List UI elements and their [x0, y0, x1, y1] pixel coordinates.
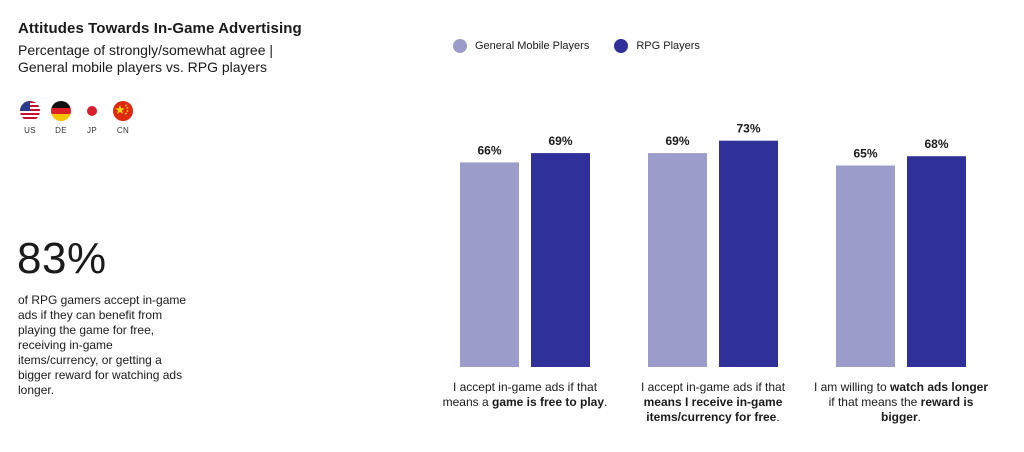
data-label-general-free-to-play: 66%: [477, 143, 501, 157]
data-label-rpg-free-to-play: 69%: [548, 134, 572, 148]
category-label-free-to-play: I accept in-game ads if that means a gam…: [435, 380, 615, 410]
jp-flag-icon: [82, 101, 102, 121]
bar-general-free-to-play: [460, 162, 519, 367]
legend-swatch-general: [453, 39, 467, 53]
chart-subtitle: Percentage of strongly/somewhat agree | …: [18, 42, 338, 76]
category-text: I accept in-game ads if that: [640, 380, 786, 394]
legend-label-general: General Mobile Players: [475, 40, 590, 52]
highlight-description: of RPG gamers accept in-game ads if they…: [18, 293, 187, 397]
highlight-stat: 83%: [17, 234, 107, 283]
chart-legend: General Mobile Players RPG Players: [453, 39, 725, 53]
cn-flag-icon: [113, 101, 133, 121]
de-flag-icon: [51, 101, 71, 121]
data-label-general-bigger-reward: 65%: [853, 147, 877, 161]
category-text: .: [776, 410, 780, 424]
legend-item-rpg: RPG Players: [614, 39, 700, 53]
chart-title: Attitudes Towards In-Game Advertising: [18, 20, 302, 37]
data-label-rpg-bigger-reward: 68%: [924, 137, 948, 151]
flag-cn: CN: [113, 101, 133, 135]
bar-general-bigger-reward: [836, 165, 895, 367]
category-text: .: [917, 410, 921, 424]
flag-us: US: [20, 101, 40, 135]
legend-swatch-rpg: [614, 39, 629, 53]
flag-jp: JP: [82, 101, 102, 135]
flag-code: CN: [116, 126, 130, 135]
flag-de: DE: [51, 101, 71, 135]
category-label-items-currency: I accept in-game ads if that means I rec…: [623, 380, 803, 425]
subtitle-line-1: Percentage of strongly/somewhat agree |: [18, 42, 274, 58]
flag-code: US: [24, 126, 36, 135]
flag-code: JP: [87, 126, 97, 135]
us-flag-icon: [20, 101, 40, 121]
category-bold-text: means I receive in-game items/currency f…: [643, 395, 783, 424]
category-text: if that means the: [828, 395, 921, 409]
flag-code: DE: [55, 126, 67, 135]
data-label-rpg-items-currency: 73%: [736, 122, 760, 136]
bar-rpg-free-to-play: [531, 153, 590, 367]
country-flags: US DE JP: [20, 101, 133, 135]
legend-item-general: General Mobile Players: [453, 39, 589, 53]
bar-general-items-currency: [648, 153, 707, 367]
category-label-bigger-reward: I am willing to watch ads longer if that…: [811, 380, 991, 425]
bar-rpg-items-currency: [719, 140, 778, 367]
category-text: .: [604, 395, 608, 409]
subtitle-line-2: General mobile players vs. RPG players: [18, 59, 267, 75]
legend-label-rpg: RPG Players: [636, 40, 700, 52]
category-text: I am willing to: [813, 380, 890, 394]
category-text: I accept in-game ads if that means a: [442, 380, 598, 409]
category-bold-text: game is free to play: [491, 395, 605, 409]
category-bold-text: reward is bigger: [880, 395, 974, 424]
data-label-general-items-currency: 69%: [665, 134, 689, 148]
bar-rpg-bigger-reward: [907, 156, 966, 367]
category-bold-text: watch ads longer: [890, 380, 989, 394]
